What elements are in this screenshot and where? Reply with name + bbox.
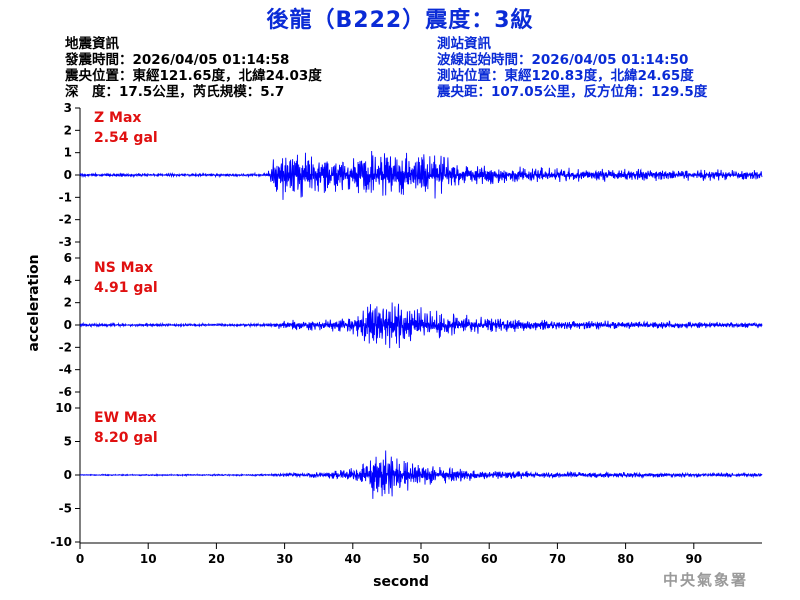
y-tick-label: 0 [64,468,72,482]
station-location: 測站位置：東經120.83度，北緯24.65度 [437,68,694,84]
y-tick-label: 0 [64,168,72,182]
y-axis-label: acceleration [26,254,42,351]
waveform-z [79,150,763,200]
y-tick-label: -6 [59,385,72,399]
max-value: 2.54 gal [94,130,158,146]
y-tick-label: 5 [64,435,72,449]
distance-azimuth: 震央距：107.05公里，反方位角：129.5度 [437,84,708,100]
x-tick-label: 20 [208,552,225,566]
waveform-ew [79,450,763,499]
footer-agency: 中央氣象署 [662,571,748,589]
x-tick-label: 80 [617,552,634,566]
max-label: NS Max [94,260,153,276]
epicenter-location: 震央位置：東經121.65度，北緯24.03度 [65,68,322,84]
x-tick-label: 0 [76,552,84,566]
y-tick-label: 3 [64,101,72,115]
y-tick-label: 2 [64,296,72,310]
x-tick-label: 40 [344,552,361,566]
event-info-heading: 地震資訊 [65,36,119,52]
depth-magnitude: 深 度：17.5公里，芮氏規模：5.7 [65,84,285,100]
x-tick-label: 10 [140,552,157,566]
y-tick-label: -3 [59,235,72,249]
waveform-ns [79,302,763,349]
y-tick-label: -2 [59,213,72,227]
y-tick-label: -2 [59,340,72,354]
origin-time: 發震時間：2026/04/05 01:14:58 [65,52,290,68]
max-value: 4.91 gal [94,280,158,296]
x-tick-label: 50 [413,552,430,566]
page-title: 後龍（B222）震度：3級 [266,8,534,33]
wave-start-time: 波線起始時間：2026/04/05 01:14:50 [437,52,689,68]
y-tick-label: 2 [64,123,72,137]
y-tick-label: -4 [59,363,72,377]
event-info: 地震資訊 發震時間：2026/04/05 01:14:58 震央位置：東經121… [65,36,322,100]
y-tick-label: -1 [59,190,72,204]
y-tick-label: 6 [64,251,72,265]
x-tick-label: 70 [549,552,566,566]
y-tick-label: 4 [64,273,72,287]
station-info: 測站資訊 波線起始時間：2026/04/05 01:14:50 測站位置：東經1… [437,36,707,100]
x-axis-label: second [373,574,429,590]
x-tick-label: 90 [685,552,702,566]
y-tick-label: -5 [59,502,72,516]
y-tick-label: 0 [64,318,72,332]
station-info-heading: 測站資訊 [437,36,491,52]
x-tick-label: 60 [481,552,498,566]
max-label: EW Max [94,410,156,426]
max-value: 8.20 gal [94,430,158,446]
y-tick-label: 10 [55,401,72,415]
y-tick-label: 1 [64,146,72,160]
y-tick-label: -10 [50,535,72,549]
x-tick-label: 30 [276,552,293,566]
max-label: Z Max [94,110,141,126]
